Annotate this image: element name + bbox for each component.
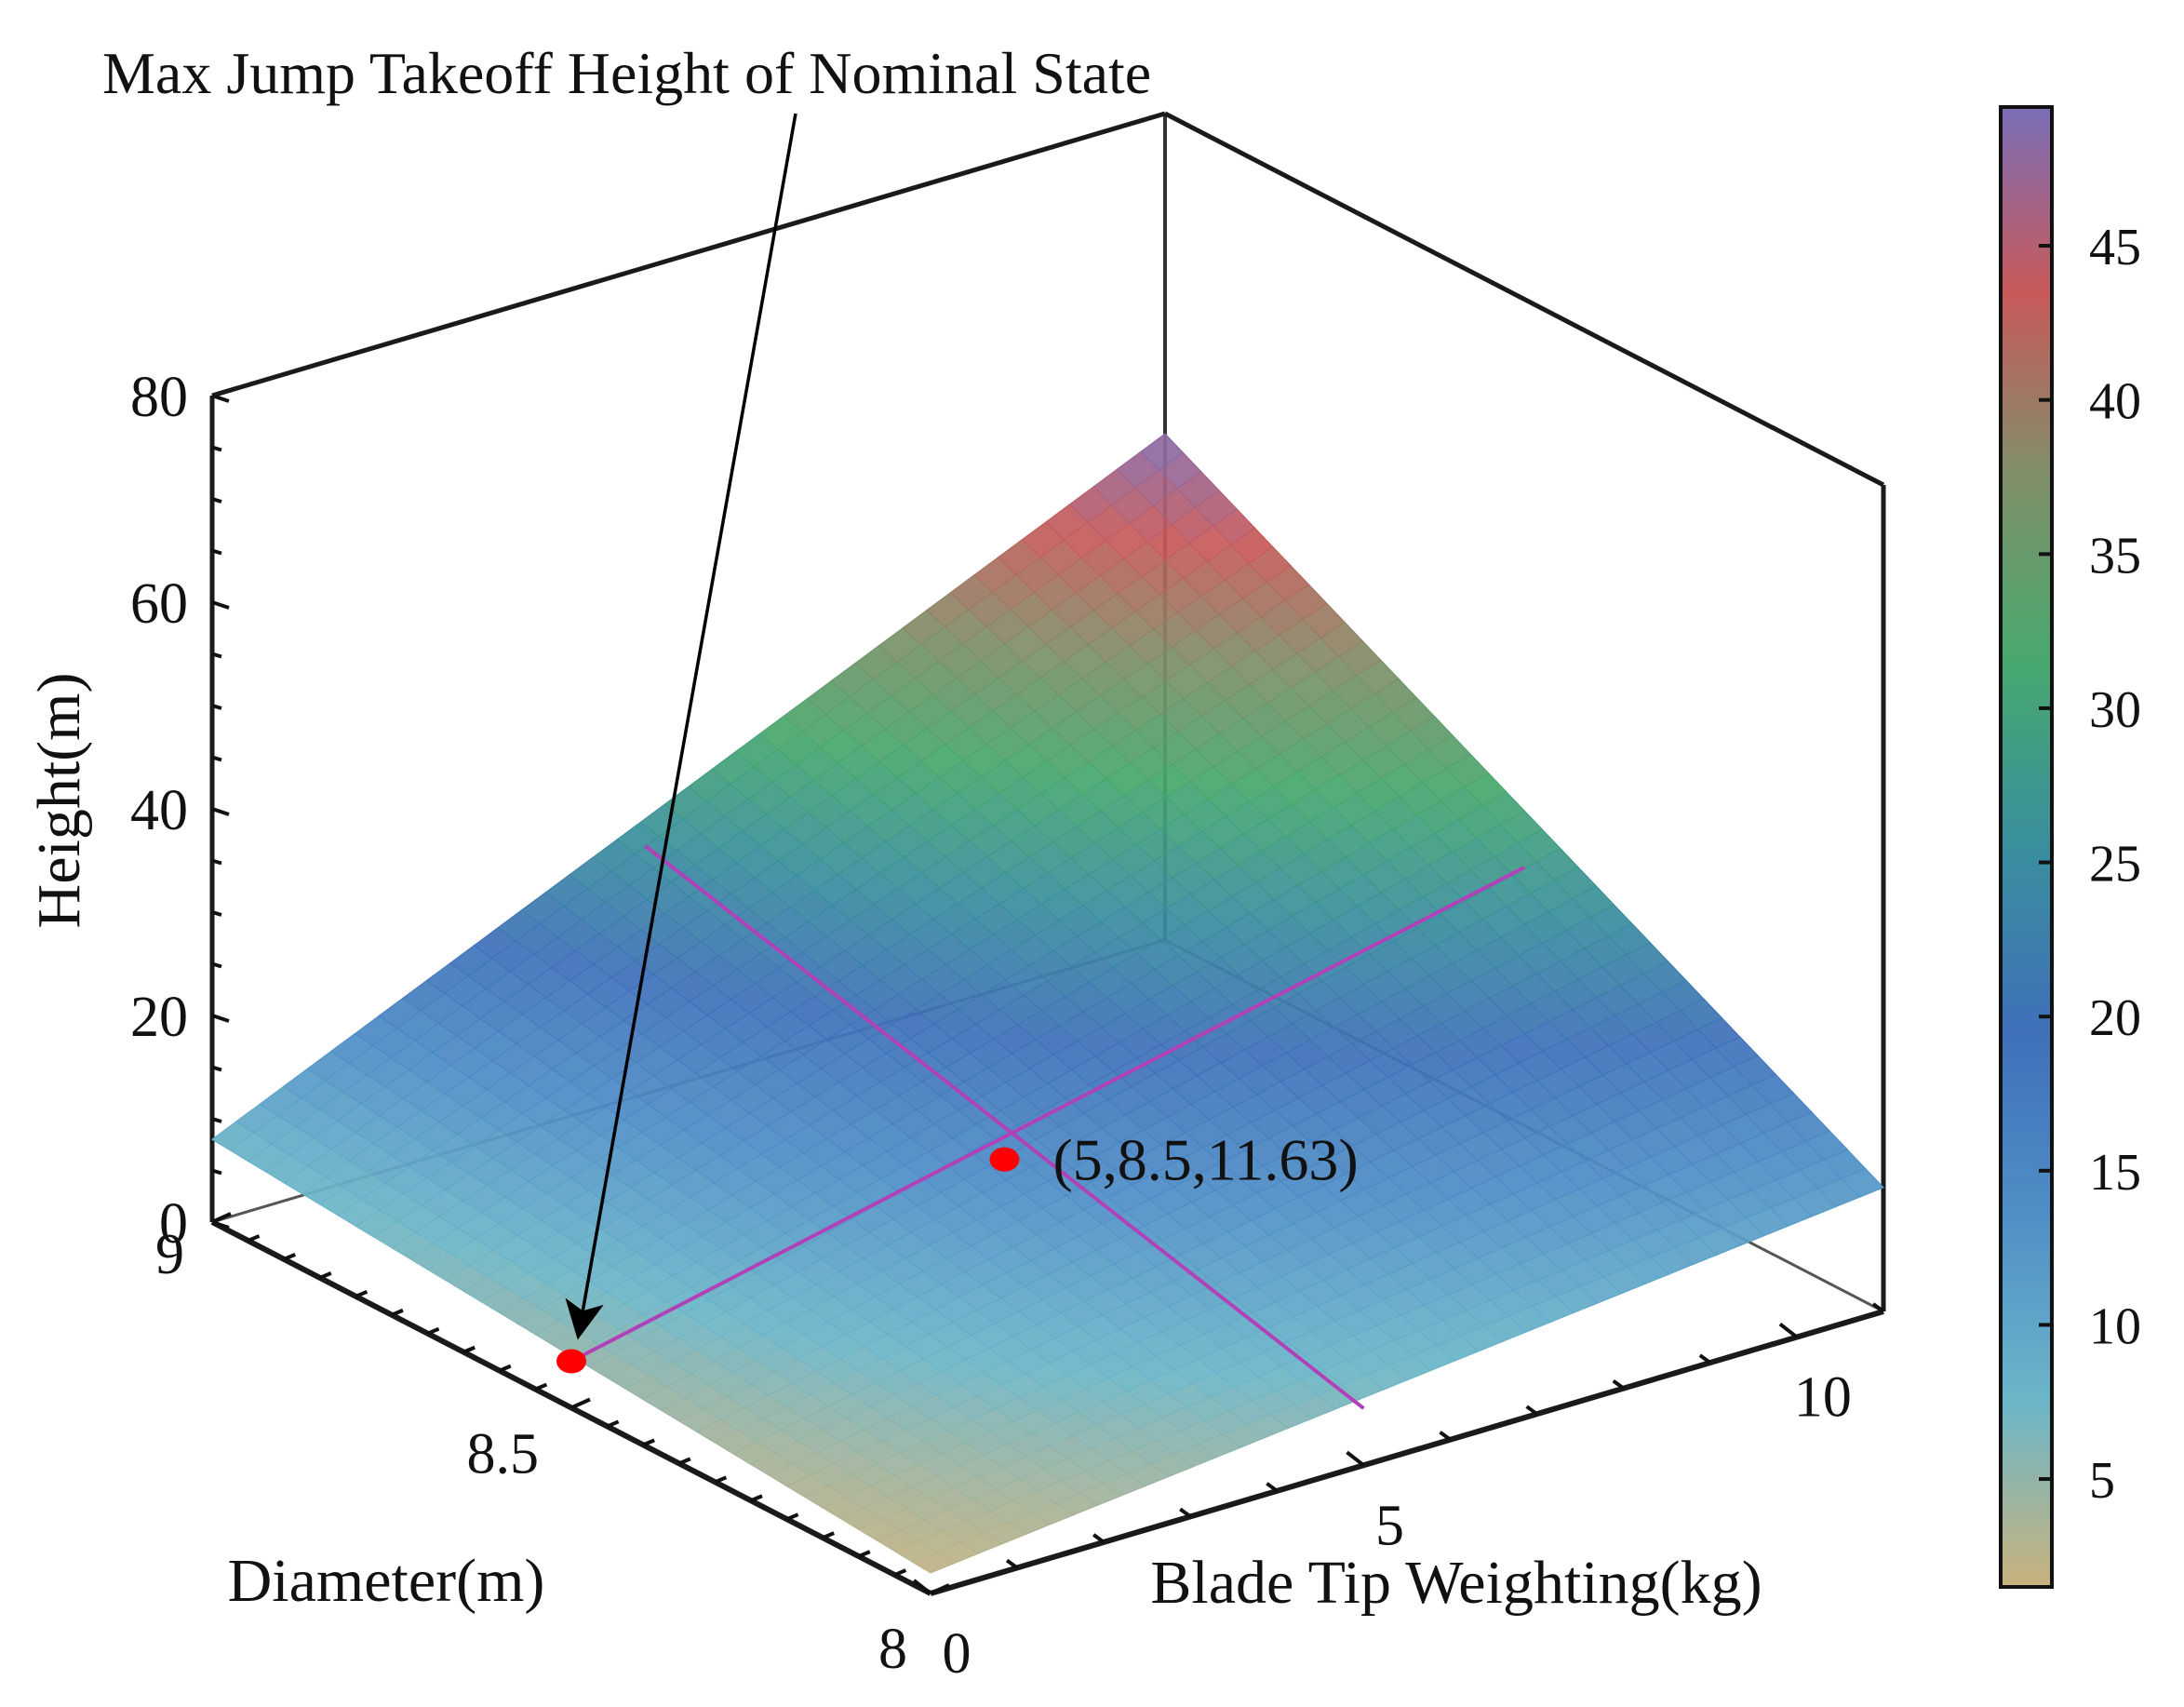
z-minor-tick <box>211 1065 222 1072</box>
surface-patch <box>1140 433 1185 471</box>
z-minor-tick <box>211 858 222 866</box>
y-axis-title: Diameter(m) <box>228 1547 545 1615</box>
z-major-tick <box>211 1014 230 1023</box>
y-tick-label: 8.5 <box>467 1423 540 1486</box>
x-minor-tick <box>1525 1405 1538 1416</box>
z-minor-tick <box>211 1117 222 1123</box>
z-major-tick <box>211 600 230 610</box>
z-minor-tick <box>211 704 222 710</box>
y-minor-tick <box>606 1419 620 1429</box>
points-layer: (5,8.5,11.63) <box>556 1127 1359 1374</box>
y-minor-tick <box>355 1289 368 1298</box>
z-minor-tick <box>211 548 222 556</box>
z-minor-tick <box>211 910 222 917</box>
x-minor-tick <box>1179 1507 1192 1518</box>
y-minor-tick <box>534 1382 548 1391</box>
data-point-label: (5,8.5,11.63) <box>1052 1127 1358 1193</box>
z-major-tick <box>211 807 230 816</box>
x-minor-tick <box>1266 1482 1279 1493</box>
colorbar-tick-label: 15 <box>2089 1144 2141 1202</box>
annotation-layer: Max Jump Takeoff Height of Nominal State <box>102 40 1151 1340</box>
y-minor-tick <box>426 1326 440 1336</box>
x-minor-tick <box>1871 1302 1885 1313</box>
z-minor-tick <box>211 652 222 659</box>
floor-edge-weighting <box>930 1309 1884 1596</box>
data-point-0 <box>989 1147 1020 1172</box>
colorbar-tick-label: 30 <box>2089 681 2141 739</box>
x-minor-tick <box>1005 1558 1019 1570</box>
y-minor-tick <box>462 1345 476 1354</box>
annotation-arrow <box>565 113 797 1340</box>
colorbar-tick-label: 5 <box>2089 1452 2115 1510</box>
z-tick-label: 0 <box>159 1192 188 1256</box>
x-tick-label: 5 <box>1375 1494 1404 1557</box>
z-tick-label: 60 <box>130 572 188 636</box>
x-major-tick <box>912 1579 932 1595</box>
z-tick-label: 40 <box>130 779 188 842</box>
x-tick-label: 0 <box>943 1622 971 1686</box>
z-major-tick <box>211 394 230 403</box>
colorbar-tick-label: 40 <box>2089 373 2141 431</box>
series-layer <box>570 844 1525 1410</box>
y-major-tick <box>930 1583 950 1595</box>
x-minor-tick <box>1439 1431 1452 1442</box>
z-minor-tick <box>211 445 222 452</box>
z-minor-tick <box>211 961 222 969</box>
labels-layer: Blade Tip Weighting(kg) Diameter(m) Height… <box>25 673 1762 1617</box>
z-minor-tick <box>211 1168 222 1176</box>
data-point-1 <box>556 1349 586 1374</box>
x-tick-label: 10 <box>1794 1366 1852 1430</box>
x-axis-title: Blade Tip Weighting(kg) <box>1150 1549 1762 1617</box>
annotation-text: Max Jump Takeoff Height of Nominal State <box>102 40 1151 106</box>
y-tick-label: 8 <box>878 1618 907 1681</box>
z-major-tick <box>211 1220 230 1230</box>
colorbar-tick-label: 20 <box>2089 989 2141 1047</box>
y-minor-tick <box>247 1234 261 1243</box>
y-minor-tick <box>714 1475 728 1485</box>
x-minor-tick <box>1698 1353 1711 1364</box>
z-minor-tick <box>211 755 222 762</box>
y-minor-tick <box>785 1512 799 1522</box>
y-tick-label: 9 <box>155 1223 184 1286</box>
z-tick-label: 20 <box>130 986 188 1049</box>
y-minor-tick <box>858 1550 871 1558</box>
y-minor-tick <box>391 1308 404 1317</box>
colorbar-tick-label: 45 <box>2089 219 2141 276</box>
y-minor-tick <box>678 1457 691 1466</box>
y-minor-tick <box>319 1271 332 1280</box>
x-minor-tick <box>1612 1379 1625 1391</box>
colorbar: 5 10 15 20 25 30 35 40 45 <box>1999 105 2141 1589</box>
z-axis-title: Height(m) <box>25 673 93 929</box>
colorbar-tick-label: 35 <box>2089 527 2141 585</box>
y-major-tick <box>570 1397 591 1410</box>
y-major-tick <box>211 1212 232 1224</box>
y-minor-tick <box>499 1364 512 1373</box>
surface-layer <box>210 433 1885 1574</box>
top-edge-back-left <box>211 111 1166 398</box>
top-edge-back-right <box>1163 111 1885 488</box>
z-minor-tick <box>211 497 222 504</box>
x-minor-tick <box>1092 1533 1105 1544</box>
y-minor-tick <box>642 1438 655 1447</box>
series-line-1 <box>644 844 1365 1410</box>
x-major-tick <box>1778 1322 1799 1339</box>
colorbar-tick-label: 10 <box>2089 1297 2141 1355</box>
y-minor-tick <box>750 1494 763 1503</box>
colorbar-bar <box>1999 105 2054 1589</box>
x-major-tick <box>1346 1450 1365 1467</box>
y-minor-tick <box>893 1568 907 1577</box>
y-minor-tick <box>283 1253 296 1261</box>
series-line-0 <box>570 866 1525 1364</box>
y-minor-tick <box>822 1531 835 1539</box>
z-tick-label: 80 <box>130 366 188 429</box>
colorbar-tick-label: 25 <box>2089 836 2141 894</box>
